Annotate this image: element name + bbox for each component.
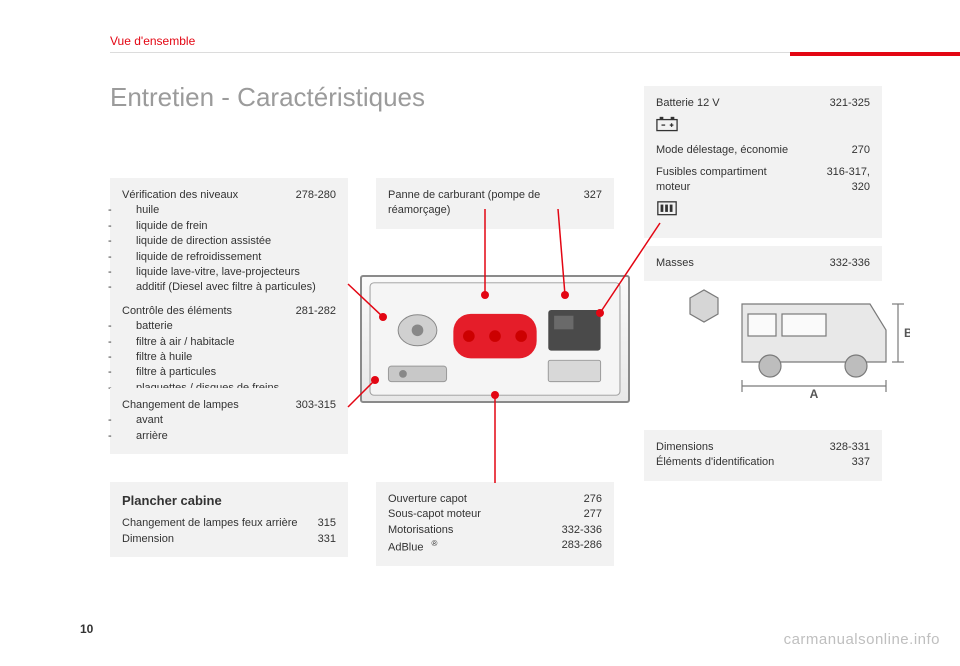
fuel-pages: 327 [584, 188, 602, 219]
cabin-title: Plancher cabine [122, 492, 336, 510]
table-row: Dimension331 [122, 532, 336, 547]
dim-b-label: B [904, 326, 910, 340]
table-row: Dimensions328-331 [656, 440, 870, 455]
accent-bar [790, 52, 960, 56]
list-item: arrière [122, 429, 336, 444]
box-lamps: Changement de lampes 303-315 avantarrièr… [110, 388, 348, 454]
list-item: avant [122, 413, 336, 428]
list-item: liquide de direction assistée [122, 234, 336, 249]
lamps-heading: Changement de lampes [122, 398, 239, 413]
list-item: liquide de frein [122, 219, 336, 234]
list-item: additif (Diesel avec filtre à particules… [122, 280, 336, 295]
page-title: Entretien - Caractéristiques [110, 82, 425, 113]
box-cabin: Plancher cabine Changement de lampes feu… [110, 482, 348, 557]
box-levels: Vérification des niveaux 278-280 huileli… [110, 178, 348, 406]
box-fuel: Panne de carburant (pompe de réamorçage)… [376, 178, 614, 229]
table-row: Motorisations332-336 [388, 523, 602, 538]
engine-bay-illustration [360, 275, 630, 403]
table-row: Fusibles compartiment moteur316-317, 320 [656, 165, 870, 196]
check-heading: Contrôle des éléments [122, 304, 232, 319]
fuel-label: Panne de carburant (pompe de réamorçage) [388, 188, 558, 219]
lamps-pages: 303-315 [296, 398, 336, 413]
list-item: huile [122, 203, 336, 218]
check-list: batteriefiltre à air / habitaclefiltre à… [122, 319, 336, 396]
lamps-list: avantarrière [122, 413, 336, 444]
box-masses: Masses 332-336 [644, 246, 882, 281]
check-pages: 281-282 [296, 304, 336, 319]
list-item: liquide de refroidissement [122, 250, 336, 265]
box-opening: Ouverture capot276Sous-capot moteur277Mo… [376, 482, 614, 566]
masses-label: Masses [656, 256, 694, 271]
table-row: Éléments d'identification337 [656, 455, 870, 470]
list-item: batterie [122, 319, 336, 334]
box-battery: Batterie 12 V321-325 Mode délestage, écon… [644, 86, 882, 238]
vehicle-dimension-diagram: A B [670, 284, 910, 404]
list-item: liquide lave-vitre, lave-projecteurs [122, 265, 336, 280]
watermark: carmanualsonline.info [784, 631, 940, 648]
list-item: filtre à air / habitacle [122, 335, 336, 350]
list-item: filtre à particules [122, 365, 336, 380]
levels-pages: 278-280 [296, 188, 336, 203]
section-label: Vue d'ensemble [110, 34, 195, 48]
fusebox-icon [656, 200, 678, 218]
page-number: 10 [80, 622, 93, 636]
table-row: Changement de lampes feux arrière315 [122, 516, 336, 531]
table-row: Ouverture capot276 [388, 492, 602, 507]
table-row: Sous-capot moteur277 [388, 507, 602, 522]
table-row: Batterie 12 V321-325 [656, 96, 870, 111]
battery-icon [656, 115, 678, 133]
table-row: Mode délestage, économie270 [656, 143, 870, 158]
table-row: AdBlue®283-286 [388, 538, 602, 556]
list-item: filtre à huile [122, 350, 336, 365]
masses-pages: 332-336 [830, 256, 870, 271]
dim-a-label: A [810, 387, 819, 401]
levels-list: huileliquide de freinliquide de directio… [122, 203, 336, 295]
levels-heading: Vérification des niveaux [122, 188, 238, 203]
box-dims: Dimensions328-331Éléments d'identificati… [644, 430, 882, 481]
